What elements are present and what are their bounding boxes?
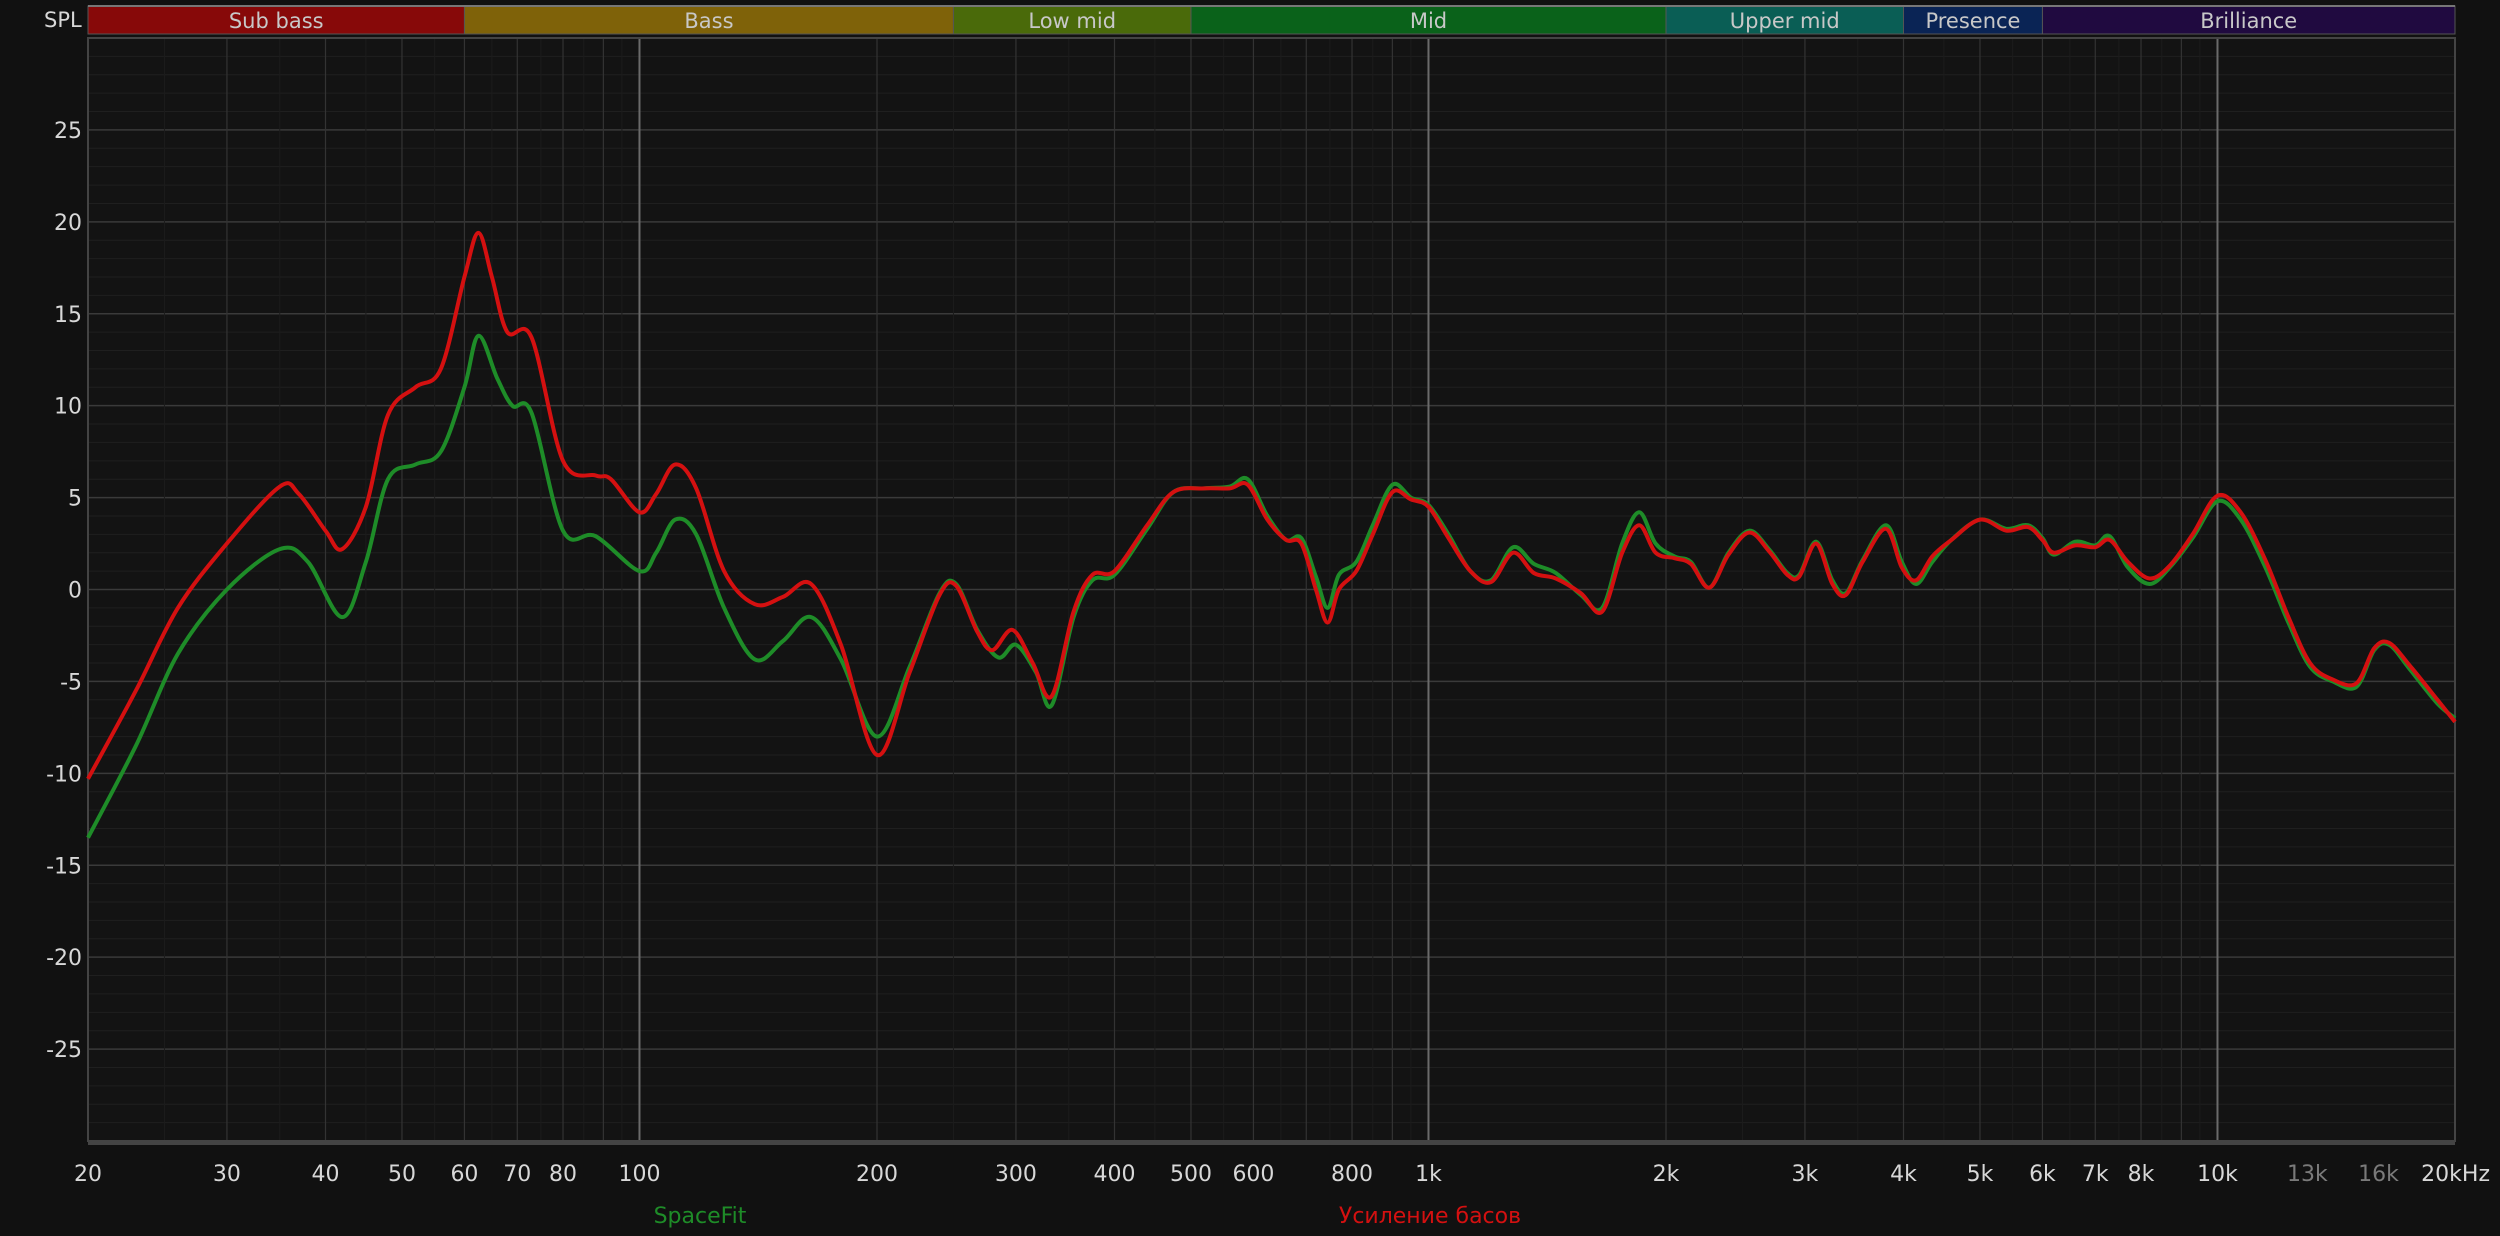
x-tick-label: 80	[549, 1162, 577, 1187]
band-label: Low mid	[1028, 9, 1116, 33]
x-tick-label: 13k	[2287, 1162, 2328, 1187]
x-tick-label: 5k	[1967, 1162, 1994, 1187]
band-label: Brilliance	[2200, 9, 2297, 33]
x-tick-label: 200	[856, 1162, 898, 1187]
x-tick-label: 8k	[2128, 1162, 2155, 1187]
x-tick-label: 2k	[1653, 1162, 1680, 1187]
x-tick-label: 1k	[1415, 1162, 1442, 1187]
x-tick-label: 4k	[1890, 1162, 1917, 1187]
y-tick-label: 20	[54, 211, 82, 236]
band-label: Mid	[1410, 9, 1447, 33]
band-label: Presence	[1925, 9, 2020, 33]
legend-entry: SpaceFit	[654, 1204, 747, 1229]
x-tick-label: 40	[312, 1162, 340, 1187]
series-lines	[86, 230, 2457, 839]
x-tick-label: 100	[618, 1162, 660, 1187]
y-tick-label: 0	[68, 579, 82, 604]
band-brilliance	[2041, 5, 2456, 35]
x-tick-label: 70	[503, 1162, 531, 1187]
band-presence	[1903, 5, 2043, 35]
band-bass	[463, 5, 954, 35]
x-tick-label: 800	[1331, 1162, 1373, 1187]
band-label: Bass	[684, 9, 733, 33]
x-tick-label: 600	[1232, 1162, 1274, 1187]
x-tick-label: 6k	[2029, 1162, 2056, 1187]
x-tick-label: 50	[388, 1162, 416, 1187]
y-tick-label: -15	[46, 854, 82, 879]
x-tick-label: 20	[74, 1162, 102, 1187]
grid	[87, 37, 2456, 1145]
y-tick-label: 5	[68, 487, 82, 512]
y-tick-label: 10	[54, 395, 82, 420]
y-tick-label: 15	[54, 303, 82, 328]
x-tick-label: 300	[995, 1162, 1037, 1187]
band-label: Upper mid	[1730, 9, 1840, 33]
x-tick-label: 3k	[1792, 1162, 1819, 1187]
x-tick-label: 60	[450, 1162, 478, 1187]
x-tick-label: 16k	[2358, 1162, 2399, 1187]
band-mid	[1190, 5, 1667, 35]
x-tick-label: 500	[1170, 1162, 1212, 1187]
y-tick-label: -25	[46, 1038, 82, 1063]
frequency-bands: Sub bass Bass Low mid Mid Upper mid Presence B…	[87, 5, 2456, 35]
y-tick-label: 25	[54, 119, 82, 144]
y-tick-label: -20	[46, 946, 82, 971]
x-tick-label: 400	[1094, 1162, 1136, 1187]
y-tick-label: -10	[46, 762, 82, 787]
x-tick-label: 7k	[2082, 1162, 2109, 1187]
series-line-1	[86, 230, 2457, 780]
x-tick-label: 30	[213, 1162, 241, 1187]
series-line-0	[86, 333, 2457, 839]
y-axis-label: SPL	[44, 8, 82, 32]
band-label: Sub bass	[229, 9, 324, 33]
legend: SpaceFit Усиление басов	[654, 1204, 1522, 1229]
legend-entry: Усиление басов	[1339, 1204, 1521, 1229]
x-tick-label: 10k	[2197, 1162, 2238, 1187]
x-tick-label: 20kHz	[2421, 1162, 2490, 1187]
y-tick-label: -5	[60, 670, 82, 695]
